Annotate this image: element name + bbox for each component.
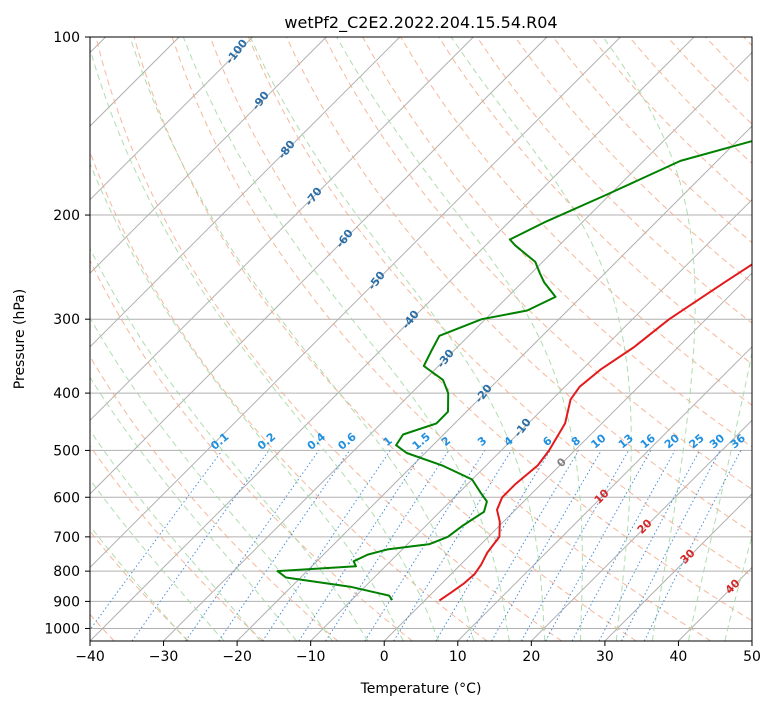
x-tick-label: 30 [596, 649, 614, 665]
isotherm-line [90, 37, 254, 201]
mixing-ratio-line [545, 450, 652, 641]
x-tick-label: −40 [75, 649, 105, 665]
isotherm-line [90, 37, 548, 495]
dry-adiabat [514, 37, 752, 284]
isotherm-line [90, 37, 474, 422]
y-axis-ticks: 1000 900 800 700 600 500 400 300 200 100 [44, 30, 90, 637]
isotherm-line [383, 272, 752, 641]
y-tick-label: 300 [53, 312, 80, 328]
profile-series [276, 140, 752, 602]
y-tick-label: 1000 [44, 621, 80, 637]
isotherm-line [604, 493, 752, 641]
y-tick-label: 600 [53, 490, 80, 506]
mixing-ratio-line [521, 450, 630, 641]
x-tick-label: −20 [222, 649, 252, 665]
isotherm-line [90, 37, 401, 348]
moist-adiabat [90, 162, 404, 641]
x-tick-label: 0 [380, 649, 389, 665]
dry-adiabat [90, 444, 264, 641]
moist-adiabat [688, 350, 752, 641]
mixing-ratio-line [393, 450, 512, 641]
isotherm-lines [90, 37, 752, 641]
moist-adiabat [182, 37, 510, 641]
x-tick-label: −30 [149, 649, 179, 665]
dry-adiabat [209, 37, 752, 622]
y-tick-label: 400 [53, 386, 80, 402]
mixing-ratio-line [131, 450, 270, 641]
mixing-ratio-line [571, 450, 676, 641]
isotherm-line [530, 419, 752, 641]
plot-frame [89, 36, 753, 642]
y-tick-label: 200 [53, 208, 80, 224]
moist-adiabat [249, 37, 546, 641]
moist-adiabat [336, 37, 583, 641]
plot-area: 0.1 0.2 0.4 0.6 1 1.5 2 3 4 6 8 10 13 16 20 25 30 36-100-… [90, 37, 752, 641]
dry-adiabat [133, 37, 637, 641]
moist-adiabat [90, 47, 440, 641]
x-tick-label: 40 [670, 649, 688, 665]
mixing-ratio-lines [90, 450, 742, 641]
moist-adiabat [129, 37, 475, 641]
dewpoint-profile-line [276, 140, 752, 601]
dry-adiabat [90, 259, 413, 641]
dry-adiabat-lines [90, 37, 752, 641]
dry-adiabat [90, 355, 339, 641]
dry-adiabat [95, 37, 562, 641]
isotherm-line [457, 346, 752, 641]
mixing-ratio-line [218, 450, 351, 641]
mixing-ratio-line [262, 450, 391, 641]
isotherm-line [163, 51, 752, 641]
y-tick-label: 700 [53, 530, 80, 546]
moist-adiabat [602, 37, 696, 641]
moist-adiabat [90, 376, 298, 641]
x-tick-label: 50 [743, 649, 761, 665]
x-tick-label: 10 [449, 649, 467, 665]
mixing-ratio-line [185, 450, 320, 641]
dry-adiabat [247, 37, 752, 577]
y-axis-label: Pressure (hPa) [12, 289, 28, 389]
isotherm-line [90, 37, 621, 569]
isotherm-line [90, 37, 695, 641]
x-tick-label: 20 [522, 649, 540, 665]
temperature-profile-line [438, 263, 752, 602]
y-tick-label: 800 [53, 564, 80, 580]
dry-adiabat [285, 37, 752, 534]
x-axis-ticks: −40 −30 −20 −10 0 10 20 30 40 50 [75, 641, 761, 665]
chart-title: wetPf2_C2E2.2022.204.15.54.R04 [284, 13, 557, 33]
y-tick-label: 500 [53, 443, 80, 459]
x-tick-label: −10 [296, 649, 326, 665]
moist-adiabat [90, 247, 369, 641]
mixing-ratio-line [325, 450, 450, 641]
moist-adiabat [90, 429, 262, 641]
moist-adiabat [90, 478, 225, 641]
y-tick-label: 100 [53, 30, 80, 46]
moist-adiabat [90, 316, 333, 641]
x-axis-label: Temperature (°C) [360, 681, 482, 697]
mixing-ratio-line [90, 450, 223, 631]
dry-adiabat [171, 37, 712, 641]
dry-adiabat [324, 37, 752, 490]
moist-adiabat-lines [90, 37, 752, 641]
mixing-ratio-line [298, 450, 425, 641]
mixing-ratio-line [643, 450, 742, 641]
isotherm-line [90, 37, 327, 274]
y-tick-label: 900 [53, 594, 80, 610]
moist-adiabat [724, 534, 752, 641]
isotherm-line [236, 125, 752, 641]
